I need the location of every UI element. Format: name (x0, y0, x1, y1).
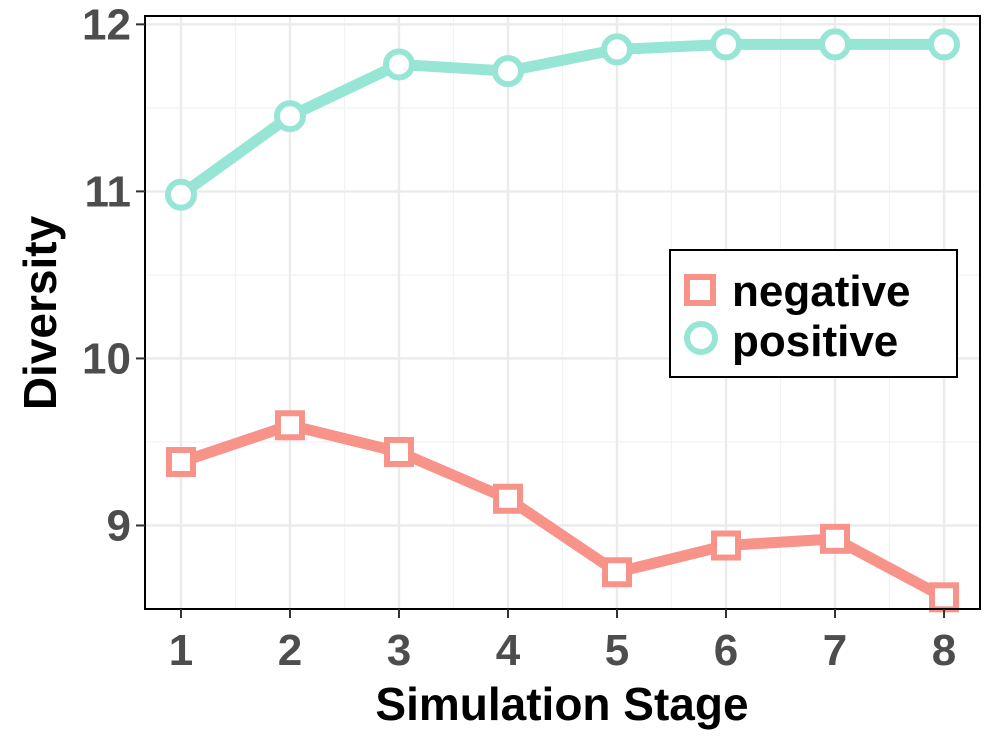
data-point-negative (929, 582, 960, 613)
data-point-negative (711, 530, 742, 561)
x-tick-label: 4 (496, 626, 521, 675)
legend: negative positive (669, 249, 958, 378)
data-point-positive (710, 28, 743, 61)
x-tick-label: 2 (278, 626, 302, 675)
x-tick-label: 6 (714, 626, 738, 675)
data-point-negative (820, 523, 851, 554)
data-point-negative (165, 447, 196, 478)
legend-label-negative: negative (732, 267, 911, 316)
x-tick-label: 3 (387, 626, 411, 675)
series-group (164, 28, 961, 613)
legend-key-positive-circle (684, 321, 718, 355)
legend-box (669, 249, 958, 378)
data-point-positive (928, 28, 961, 61)
data-point-positive (273, 100, 306, 133)
series-line-negative (175, 419, 950, 603)
x-tick-label: 7 (823, 626, 847, 675)
x-tick-label: 1 (169, 626, 193, 675)
data-point-negative (602, 557, 633, 588)
data-point-positive (382, 48, 415, 81)
panel-border (144, 15, 981, 610)
series-line-positive (175, 38, 950, 201)
y-axis-title: Diversity (14, 215, 66, 410)
legend-key-negative-square (684, 274, 716, 306)
x-tick-label: 8 (932, 626, 956, 675)
data-point-positive (601, 33, 634, 66)
data-point-negative (492, 483, 523, 514)
x-axis-title: Simulation Stage (375, 678, 748, 730)
y-tick-label: 12 (82, 0, 131, 49)
data-point-positive (164, 178, 197, 211)
data-point-negative (383, 436, 414, 467)
legend-label-positive: positive (732, 317, 898, 366)
y-tick-label: 9 (107, 501, 131, 550)
y-tick-label: 11 (84, 167, 131, 216)
y-tick-label: 10 (82, 334, 131, 383)
data-point-positive (491, 55, 524, 88)
data-point-positive (819, 28, 852, 61)
x-tick-label: 5 (605, 626, 629, 675)
data-point-negative (274, 410, 305, 441)
